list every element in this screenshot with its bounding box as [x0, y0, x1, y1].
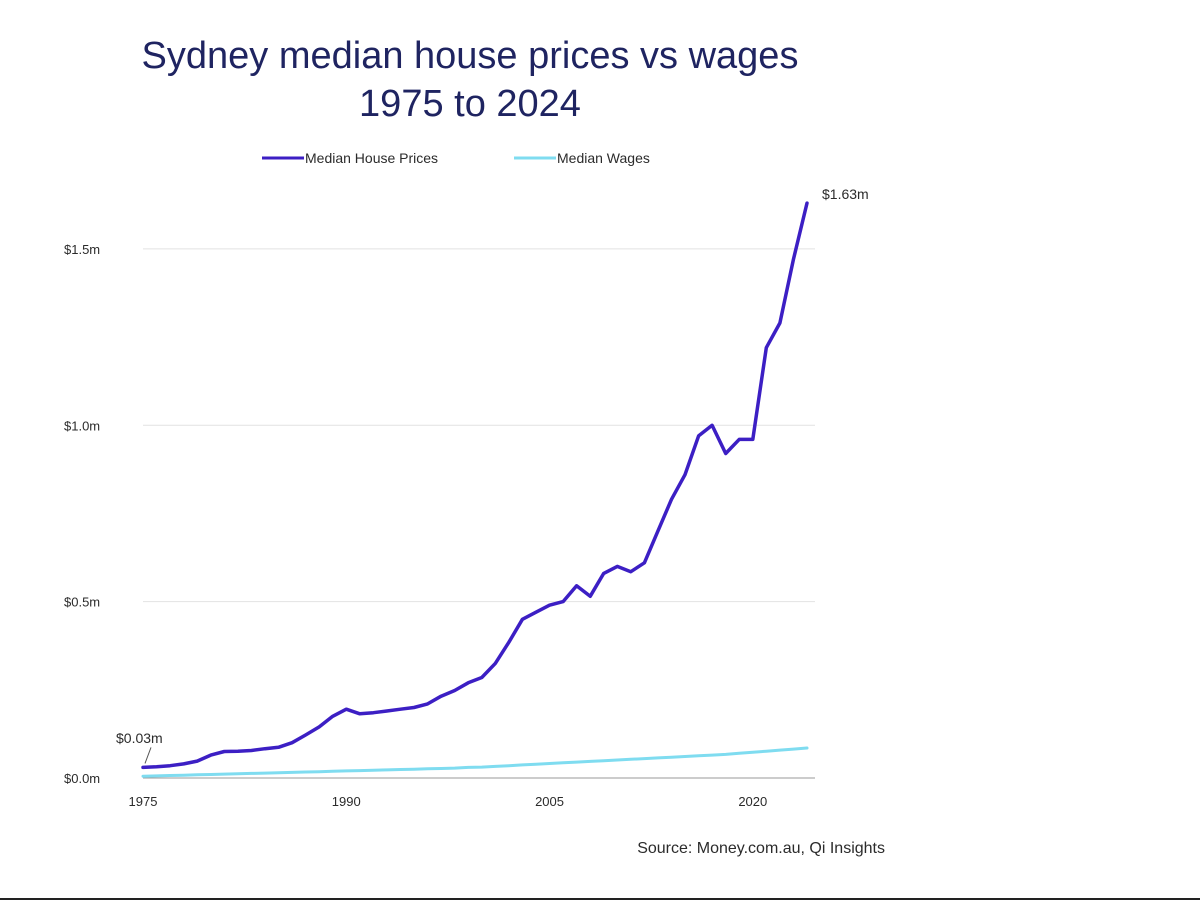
x-tick-label: 1990 — [332, 794, 361, 809]
annotation-start-value: $0.03m — [116, 730, 163, 746]
annotation-end-value: $1.63m — [822, 186, 869, 202]
gridlines — [143, 248, 815, 779]
series-lines — [141, 201, 809, 778]
bottom-divider — [0, 898, 1200, 900]
x-tick-label: 2020 — [738, 794, 767, 809]
legend-label: Median House Prices — [305, 150, 438, 166]
y-tick-label: $0.0m — [64, 771, 100, 786]
series-line-house-prices — [141, 201, 809, 770]
y-tick-label: $0.5m — [64, 595, 100, 610]
x-tick-label: 2005 — [535, 794, 564, 809]
legend: Median House Prices Median Wages — [262, 150, 650, 166]
source-note: Source: Money.com.au, Qi Insights — [637, 840, 885, 857]
series-line-wages — [141, 746, 809, 778]
chart-title: Sydney median house prices vs wages 1975… — [141, 35, 799, 125]
annotation-leader — [144, 747, 152, 764]
legend-label: Median Wages — [557, 150, 650, 166]
axes: $0.0m $0.5m $1.0m $1.5m 1975 1990 2005 2020 — [64, 242, 767, 809]
annotations: $0.03m $1.63m — [116, 186, 869, 764]
y-tick-label: $1.5m — [64, 242, 100, 257]
x-tick-label: 1975 — [129, 794, 158, 809]
y-tick-label: $1.0m — [64, 418, 100, 433]
